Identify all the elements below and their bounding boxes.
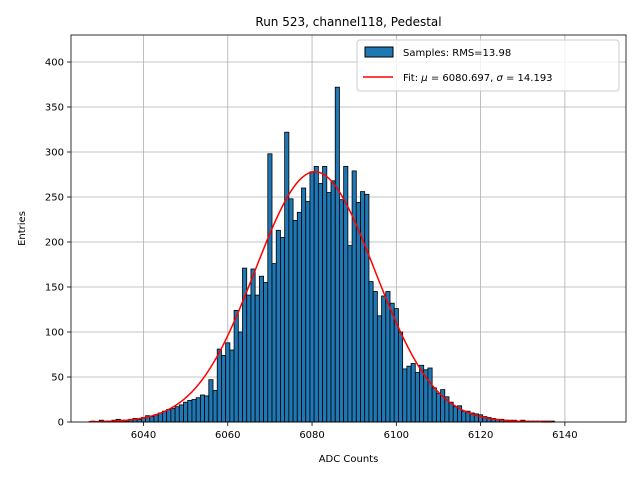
histogram-bar [183, 401, 189, 423]
histogram-bar [178, 404, 184, 423]
axis-ticks: 6040 6060 6080 6100 6120 6140 0 50 100 150 200 250 3… [45, 58, 578, 442]
histogram-bar [309, 171, 315, 423]
histogram-bar [431, 387, 437, 423]
x-axis-label: ADC Counts [319, 454, 379, 465]
histogram-bar [385, 291, 391, 423]
histogram-bar [288, 198, 294, 423]
histogram-bar [250, 268, 256, 423]
histogram-bar [258, 275, 264, 423]
chart-title: Run 523, channel118, Pedestal [255, 15, 441, 29]
x-tick-label: 6080 [299, 430, 324, 441]
histogram-bar [254, 294, 260, 423]
histogram-bar [334, 86, 340, 423]
y-tick-label: 250 [45, 193, 64, 204]
histogram-bar [136, 418, 142, 423]
y-axis-label: Entries [17, 211, 28, 246]
y-tick-label: 350 [45, 103, 64, 114]
histogram-bar [225, 342, 231, 423]
x-tick-label: 6100 [384, 430, 409, 441]
y-tick-label: 150 [45, 283, 64, 294]
histogram-bar [355, 201, 361, 423]
histogram-bar [360, 191, 366, 423]
legend-hist-swatch [364, 46, 394, 58]
legend-fit-mu-symbol: μ [420, 73, 427, 84]
histogram-bar [280, 237, 286, 423]
histogram-bar [351, 170, 357, 423]
histogram-bar [284, 131, 290, 423]
histogram-bar [233, 309, 239, 423]
histogram-bar [376, 315, 382, 423]
legend-fit-prefix: Fit: [403, 73, 421, 84]
y-tick-label: 50 [51, 373, 64, 384]
histogram-bar [212, 390, 218, 423]
y-tick-label: 200 [45, 238, 64, 249]
x-tick-label: 6040 [131, 430, 156, 441]
histogram-bar [216, 348, 222, 423]
histogram-bar [296, 211, 302, 423]
histogram-bar [305, 201, 311, 423]
histogram-bar [461, 410, 467, 423]
histogram-bar [317, 183, 323, 423]
histogram-bar [263, 282, 269, 423]
histogram-bar [398, 331, 404, 423]
histogram-bar [389, 302, 395, 423]
histogram-bar [368, 281, 374, 423]
histogram-bar [326, 192, 332, 423]
fit-curve [88, 171, 553, 423]
histogram-bar [204, 395, 210, 423]
histogram-bar [414, 372, 420, 423]
x-tick-label: 6140 [552, 430, 577, 441]
histogram-bar [237, 331, 243, 423]
histogram-bar [448, 401, 454, 423]
histogram-bar [149, 416, 155, 423]
histogram-bar [402, 368, 408, 423]
histogram-bar [452, 406, 458, 423]
x-tick-label: 6120 [468, 430, 493, 441]
histogram-bar [381, 295, 387, 423]
histogram-bar [170, 408, 176, 423]
legend-fit-sigma-value: = 14.193 [503, 73, 553, 84]
legend-fit-sigma-symbol: σ [496, 73, 503, 84]
histogram-bar [246, 294, 252, 423]
histogram-bar [271, 263, 277, 423]
plot-frame [70, 34, 627, 423]
histogram-bar [275, 229, 281, 423]
histogram-bar [292, 219, 298, 423]
y-tick-label: 100 [45, 328, 64, 339]
y-tick-label: 300 [45, 148, 64, 159]
legend-fit-mu-value: = 6080.697, [428, 73, 497, 84]
histogram-bar [229, 349, 235, 423]
histogram-bar [208, 379, 214, 423]
histogram-bar [435, 392, 441, 423]
histogram-bar [406, 365, 412, 423]
histogram-bar [174, 406, 180, 423]
histogram-bar [364, 193, 370, 423]
x-tick-label: 6060 [215, 430, 240, 441]
histogram-bar [330, 180, 336, 423]
histogram-bar [187, 399, 193, 423]
histogram-bar [191, 399, 197, 423]
histogram-bar [195, 397, 201, 423]
histogram-bar [301, 187, 307, 423]
histogram-bar [339, 199, 345, 423]
histogram-bar [267, 153, 273, 423]
histogram-bar [322, 165, 328, 423]
legend-fit-label: Fit: μ = 6080.697, σ = 14.193 [403, 73, 553, 84]
histogram-bar [166, 408, 172, 423]
y-tick-label: 400 [45, 58, 64, 69]
histogram-bar [410, 363, 416, 423]
histogram-bar [427, 367, 433, 423]
histogram-bar [199, 394, 205, 423]
histogram-bar [221, 354, 227, 423]
histogram-bar [372, 291, 378, 423]
legend: Samples: RMS=13.98 Fit: μ = 6080.697, σ … [356, 39, 620, 92]
legend-hist-label: Samples: RMS=13.98 [403, 48, 511, 59]
legend-box [356, 39, 620, 92]
histogram-bar [313, 165, 319, 423]
y-tick-label: 0 [58, 418, 64, 429]
histogram-bar [347, 245, 353, 423]
